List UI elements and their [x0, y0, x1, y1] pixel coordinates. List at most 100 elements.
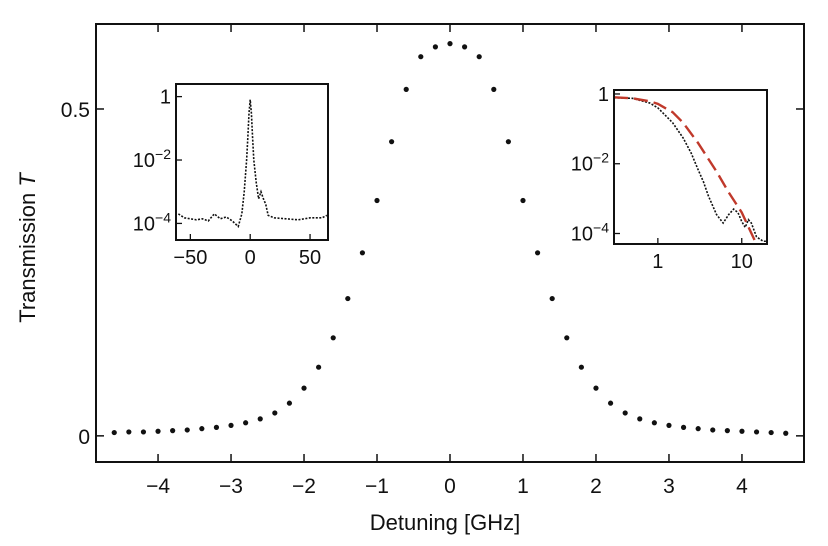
- inset-1-y-tick-label-2: 10−4: [133, 209, 171, 235]
- x-tick-label-3: −1: [365, 475, 389, 498]
- data-point-2: [140, 429, 147, 435]
- x-tick-label-2-base: −2: [292, 475, 316, 498]
- inset-1-series-0: [177, 99, 328, 228]
- data-point-36: [637, 416, 643, 422]
- data-point-18: [374, 197, 380, 204]
- inset-1-y-tick-label-0-base: 1: [160, 87, 171, 109]
- x-tick-label-1-base: −3: [219, 475, 243, 498]
- y-axis-title: Transmission T: [15, 172, 40, 323]
- inset-1-series-group: [177, 99, 328, 228]
- inset-1-x-tick-label-0-base: −50: [173, 247, 207, 269]
- x-tick-label-4-base: 0: [444, 475, 456, 498]
- data-point-17: [359, 250, 366, 256]
- data-point-35: [622, 410, 628, 416]
- data-point-31: [564, 335, 570, 341]
- data-point-7: [213, 424, 220, 430]
- inset-2-y-tick-label-1: 10−2: [571, 150, 609, 176]
- inset-1-frame: [175, 83, 329, 241]
- inset-2-y-tick-label-2-base: 10: [571, 223, 593, 245]
- data-point-23: [447, 41, 453, 47]
- inset-2-y-tick-label-0-base: 1: [598, 84, 609, 106]
- data-point-44: [753, 429, 760, 435]
- data-point-1: [126, 429, 132, 435]
- data-point-4: [170, 428, 176, 434]
- inset-1-background: [176, 84, 328, 240]
- x-tick-label-0: −4: [146, 475, 170, 498]
- data-point-25: [476, 54, 482, 60]
- data-point-22: [432, 44, 438, 50]
- inset-1-x-tick-label-0: −50: [173, 247, 207, 269]
- data-point-26: [491, 86, 497, 92]
- x-tick-label-7-base: 3: [663, 475, 675, 498]
- data-point-20: [403, 86, 409, 92]
- x-tick-label-8-base: 4: [736, 475, 748, 498]
- y-axis-title-text: Transmission: [15, 193, 40, 323]
- data-point-39: [680, 424, 687, 430]
- data-point-16: [345, 295, 351, 302]
- y-tick-label-1-base: 0.5: [61, 99, 90, 122]
- data-point-27: [505, 139, 511, 145]
- x-tick-label-6-base: 2: [590, 475, 602, 498]
- inset-1-y-tick-label-1: 10−2: [133, 146, 171, 172]
- data-point-42: [724, 428, 730, 434]
- data-point-14: [316, 364, 322, 370]
- data-point-10: [257, 416, 263, 422]
- x-tick-label-4: 0: [444, 475, 456, 498]
- inset-1-x-tick-label-2: 50: [299, 247, 321, 269]
- data-point-19: [389, 139, 395, 145]
- data-point-29: [534, 250, 541, 256]
- x-tick-label-5: 1: [517, 475, 529, 498]
- data-point-45: [768, 429, 774, 436]
- data-point-21: [418, 54, 424, 60]
- x-tick-label-5-base: 1: [517, 475, 529, 498]
- inset-2-y-tick-label-0: 1: [598, 84, 609, 106]
- y-tick-label-1: 0.5: [61, 99, 90, 122]
- data-point-43: [739, 428, 745, 434]
- inset-2-y-tick-label-1-base: 10: [571, 154, 593, 176]
- main-data-points: [111, 41, 789, 436]
- data-point-9: [243, 420, 249, 426]
- data-point-38: [666, 422, 672, 428]
- data-point-33: [593, 385, 599, 391]
- x-tick-label-7: 3: [663, 475, 675, 498]
- inset-2-series-1: [614, 96, 758, 244]
- inset-2-x-tick-label-1: 10: [731, 251, 753, 273]
- data-point-30: [549, 295, 555, 302]
- data-point-46: [783, 430, 789, 436]
- inset-2-frame: [613, 89, 768, 245]
- x-tick-label-3-base: −1: [365, 475, 389, 498]
- data-point-5: [184, 427, 190, 433]
- y-tick-label-0-base: 0: [78, 426, 90, 449]
- inset-1-y-tick-label-0: 1: [160, 87, 171, 109]
- y-axis-title-symbol: T: [15, 172, 40, 187]
- x-tick-label-0-base: −4: [146, 475, 170, 498]
- data-point-37: [651, 420, 657, 426]
- data-point-28: [520, 197, 526, 204]
- x-tick-label-2: −2: [292, 475, 316, 498]
- inset-1-y-tick-label-2-base: 10: [133, 213, 155, 235]
- inset-1-y-tick-label-1-base: 10: [133, 150, 155, 172]
- data-point-12: [286, 400, 293, 406]
- inset-2-y-tick-label-2: 10−4: [571, 219, 609, 245]
- inset-2-x-tick-label-0-base: 1: [652, 251, 663, 273]
- inset-2-x-tick-label-0: 1: [652, 251, 663, 273]
- data-point-41: [710, 427, 716, 433]
- inset-1-y-tick-label-2-exponent: −4: [155, 209, 171, 225]
- inset-1-y-tick-label-1-exponent: −2: [155, 146, 171, 162]
- y-tick-label-0: 0: [78, 426, 90, 449]
- data-point-34: [607, 400, 614, 406]
- main-axes: −4 −3 −2 −1 0 1 2 3 4 0 0.5: [61, 23, 805, 498]
- inset-2-background: [614, 90, 767, 244]
- inset-1-x-tick-label-1: 0: [245, 247, 256, 269]
- data-point-0: [111, 429, 117, 436]
- inset-2-x-tick-label-1-base: 10: [731, 251, 753, 273]
- data-point-8: [228, 422, 234, 428]
- inset-2-series-0: [614, 96, 767, 243]
- inset-2-y-tick-label-1-exponent: −2: [593, 150, 609, 166]
- inset-2-series-group: [614, 96, 767, 244]
- data-point-24: [462, 44, 468, 50]
- x-axis-title: Detuning [GHz]: [370, 510, 520, 535]
